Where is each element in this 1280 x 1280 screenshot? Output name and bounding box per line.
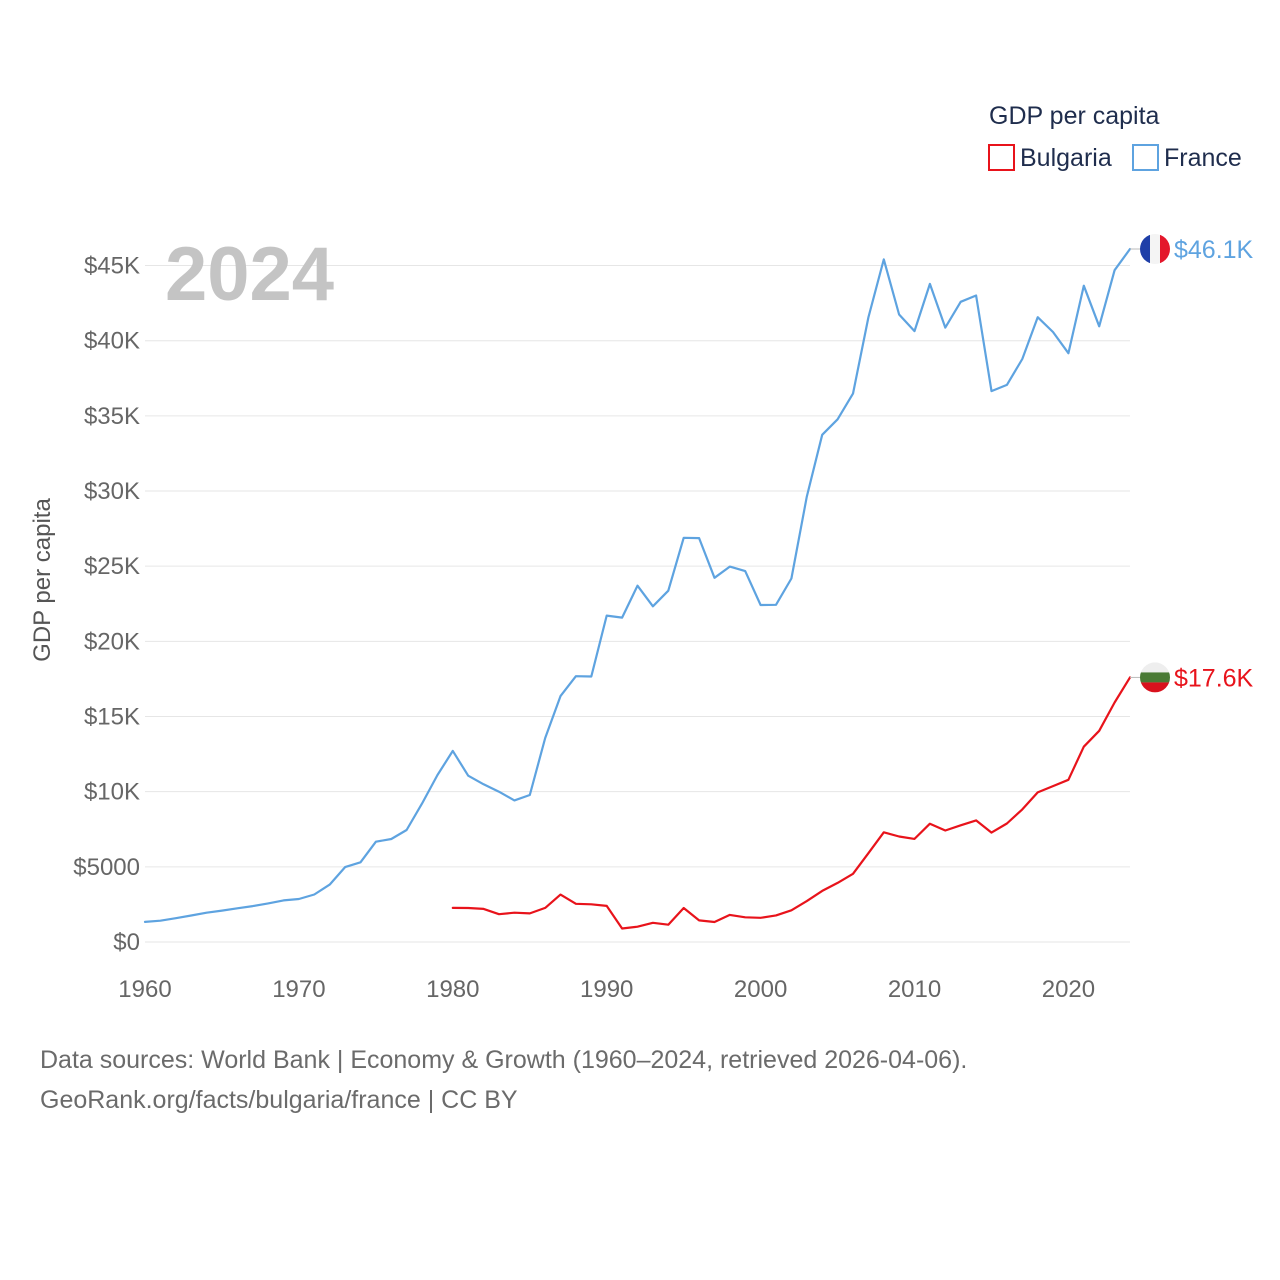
y-tick-label: $35K [84,403,140,430]
legend-item-bulgaria[interactable]: Bulgaria [988,144,1112,172]
x-tick-label: 2000 [734,976,787,1003]
end-value-label-france: $46.1K [1174,236,1254,264]
x-tick-label: 2020 [1042,976,1095,1003]
legend-label-france: France [1164,144,1242,172]
legend-item-france[interactable]: France [1132,144,1242,172]
x-axis-ticks: 1960 1970 1980 1990 2000 2010 2020 [118,976,1095,1003]
year-label: 2024 [165,232,334,317]
legend-swatch-bulgaria [988,144,1015,171]
end-value-label-bulgaria: $17.6K [1174,664,1254,692]
footer: Data sources: World Bank | Economy & Gro… [40,1040,1240,1120]
x-tick-label: 1980 [426,976,479,1003]
series-lines [143,247,1132,930]
y-axis-title: GDP per capita [29,498,56,662]
series-line-france [143,247,1132,924]
x-tick-label: 1970 [272,976,325,1003]
y-tick-label: $10K [84,779,140,806]
x-tick-label: 1960 [118,976,171,1003]
x-tick-label: 2010 [888,976,941,1003]
gdp-line-chart: $0$5000$10K$15K$20K$25K$30K$35K$40K$45K … [29,102,1254,1003]
y-tick-label: $5000 [73,854,140,881]
series-line-bulgaria [451,676,1132,930]
legend-swatch-france [1132,144,1159,171]
end-markers: $17.6K $46.1K [1130,234,1254,693]
legend: GDP per capita Bulgaria France [988,102,1242,172]
x-tick-label: 1990 [580,976,633,1003]
y-tick-label: $20K [84,628,140,655]
y-tick-label: $40K [84,328,140,355]
y-tick-label: $45K [84,253,140,280]
y-tick-label: $30K [84,478,140,505]
y-tick-label: $15K [84,704,140,731]
y-tick-label: $0 [113,929,140,956]
source-link[interactable]: GeoRank.org/facts/bulgaria/france | CC B… [40,1086,518,1114]
y-tick-label: $25K [84,553,140,580]
data-sources-text: Data sources: World Bank | Economy & Gro… [40,1046,968,1074]
legend-title: GDP per capita [989,102,1160,130]
legend-label-bulgaria: Bulgaria [1020,144,1112,172]
bulgaria-flag-icon [1140,662,1170,693]
y-axis-ticks: $0 $5000 $10K $15K $20K $25K $30K $35K $40K $45K [73,253,140,956]
grid-lines [145,265,1130,943]
france-flag-icon [1140,234,1170,264]
